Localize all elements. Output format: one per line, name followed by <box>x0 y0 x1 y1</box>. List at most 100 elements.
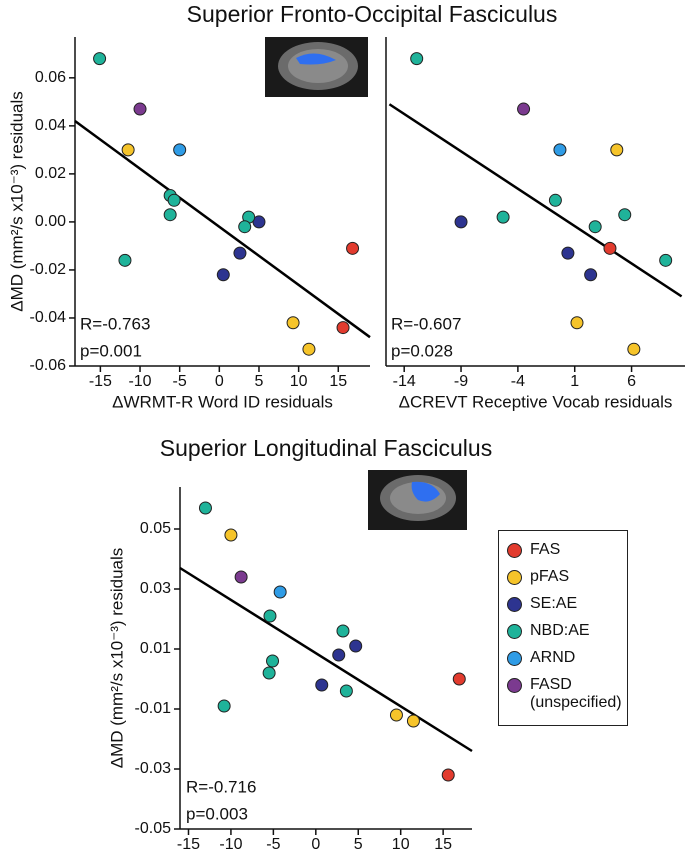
x-tick-label: -15 <box>177 836 200 853</box>
legend: FAS pFAS SE:AE NBD:AE ARND FASD (unspecified) <box>498 530 628 726</box>
chart-title: Superior Fronto-Occipital Fasciculus <box>187 1 558 27</box>
annotation: p=0.003 <box>186 804 248 823</box>
data-point <box>339 684 353 698</box>
annotation: R=-0.716 <box>186 777 256 796</box>
brain-image <box>265 37 368 97</box>
fit-line <box>388 103 683 298</box>
data-point <box>618 208 632 222</box>
legend-item: SE:AE <box>507 595 623 613</box>
data-point <box>588 220 602 234</box>
annotation: R=-0.763 <box>80 314 150 333</box>
x-tick-label: 0 <box>311 836 320 853</box>
data-point <box>603 241 617 255</box>
y-tick-label: 0.03 <box>140 580 171 597</box>
y-axis-label: ΔMD (mm²/s x10⁻³) residuals <box>107 548 126 769</box>
y-tick-label: 0.00 <box>35 213 66 230</box>
x-tick-label: -9 <box>454 373 468 390</box>
x-tick-label: -10 <box>128 373 151 390</box>
data-point <box>133 102 147 116</box>
data-point <box>266 654 280 668</box>
legend-swatch <box>507 597 522 612</box>
data-point <box>234 570 248 584</box>
legend-swatch <box>507 543 522 558</box>
x-tick-label: -5 <box>173 373 187 390</box>
data-point <box>584 268 598 282</box>
data-point <box>315 678 329 692</box>
data-point <box>233 246 247 260</box>
annotation: R=-0.607 <box>391 314 461 333</box>
legend-label: ARND <box>530 649 576 666</box>
data-point <box>336 624 350 638</box>
x-tick-label: -15 <box>89 373 112 390</box>
data-point <box>454 215 468 229</box>
data-point <box>118 253 132 267</box>
data-point <box>610 143 624 157</box>
legend-item: FASD (unspecified) <box>507 676 623 712</box>
x-tick-label: 5 <box>255 373 264 390</box>
legend-swatch <box>507 651 522 666</box>
x-tick-label: 15 <box>329 373 347 390</box>
data-point <box>302 342 316 356</box>
data-point <box>441 768 455 782</box>
x-tick-label: 1 <box>570 373 579 390</box>
x-axis-label: ΔWRMT-R Word ID residuals <box>112 392 333 411</box>
data-point <box>561 246 575 260</box>
x-tick-label: -14 <box>393 373 416 390</box>
data-point <box>659 253 673 267</box>
data-point <box>496 210 510 224</box>
x-tick-label: 5 <box>354 836 363 853</box>
y-tick-label: -0.04 <box>30 309 67 326</box>
data-point <box>167 193 181 207</box>
data-point <box>224 528 238 542</box>
data-point <box>452 672 466 686</box>
x-tick-label: -4 <box>511 373 525 390</box>
chart-title: Superior Longitudinal Fasciculus <box>160 435 492 461</box>
annotation: p=0.028 <box>391 341 453 360</box>
legend-item: FAS <box>507 541 623 559</box>
legend-swatch <box>507 678 522 693</box>
x-axis-label: ΔCREVT Receptive Vocab residuals <box>399 392 673 411</box>
x-tick-label: 10 <box>392 836 410 853</box>
data-point <box>216 268 230 282</box>
y-tick-label: -0.03 <box>135 760 172 777</box>
y-tick-label: -0.05 <box>135 820 172 837</box>
data-point <box>198 501 212 515</box>
data-point <box>263 609 277 623</box>
data-point <box>121 143 135 157</box>
legend-swatch <box>507 624 522 639</box>
data-point <box>332 648 346 662</box>
data-point <box>163 208 177 222</box>
data-point <box>286 316 300 330</box>
data-point <box>173 143 187 157</box>
legend-label: SE:AE <box>530 595 578 612</box>
data-point <box>570 316 584 330</box>
data-point <box>349 639 363 653</box>
data-point <box>217 699 231 713</box>
data-point <box>273 585 287 599</box>
data-point <box>548 193 562 207</box>
data-point <box>389 708 403 722</box>
y-tick-label: 0.04 <box>35 117 66 134</box>
data-point <box>262 666 276 680</box>
y-tick-label: -0.02 <box>30 261 67 278</box>
brain-image <box>368 470 467 530</box>
legend-label: pFAS <box>530 568 570 585</box>
x-tick-label: -5 <box>266 836 280 853</box>
y-tick-label: 0.06 <box>35 69 66 86</box>
legend-label: FASD (unspecified) <box>530 676 622 711</box>
legend-label: FAS <box>530 541 561 558</box>
legend-swatch <box>507 570 522 585</box>
x-tick-label: 15 <box>434 836 452 853</box>
x-tick-label: 6 <box>627 373 636 390</box>
data-point <box>336 321 350 335</box>
y-tick-label: -0.01 <box>135 700 172 717</box>
y-tick-label: 0.02 <box>35 165 66 182</box>
data-point <box>517 102 531 116</box>
y-axis-label: ΔMD (mm²/s x10⁻³) residuals <box>7 91 26 312</box>
data-point <box>238 220 252 234</box>
legend-item: pFAS <box>507 568 623 586</box>
x-tick-label: -10 <box>219 836 242 853</box>
fit-line <box>74 120 371 339</box>
